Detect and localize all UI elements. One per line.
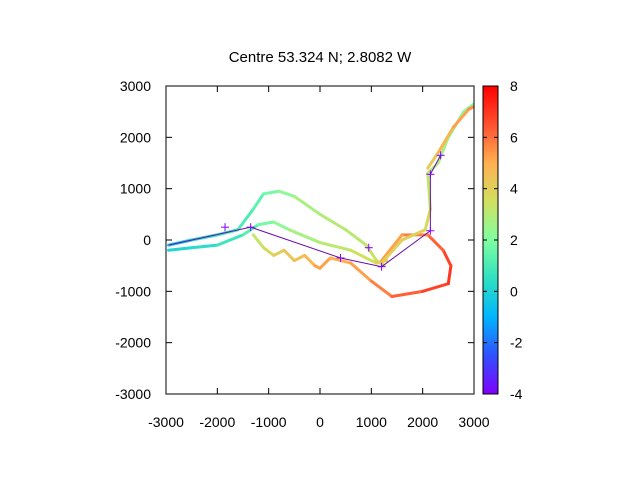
colorbar-axis: -4 -2 0 2 4 6 8 bbox=[483, 78, 523, 402]
series-segment bbox=[292, 253, 307, 263]
path-marker bbox=[426, 170, 435, 179]
path-marker bbox=[364, 243, 373, 252]
x-tick-label: -1000 bbox=[251, 414, 287, 430]
series-segment bbox=[256, 220, 276, 227]
y-tick-label: 3000 bbox=[120, 78, 151, 94]
series-segment bbox=[380, 233, 404, 263]
path-marker bbox=[221, 223, 230, 232]
y-tick-label: -1000 bbox=[115, 283, 151, 299]
series-segment bbox=[421, 282, 450, 293]
series-2 bbox=[251, 233, 453, 298]
series-segment bbox=[436, 125, 455, 155]
series-segment bbox=[318, 256, 332, 270]
series-1 bbox=[167, 220, 389, 265]
y-tick-label: 1000 bbox=[120, 181, 151, 197]
path-marker bbox=[246, 223, 255, 232]
colorbar-tick-label: -4 bbox=[510, 386, 523, 402]
colorbar-tick-label: 2 bbox=[510, 232, 518, 248]
series-segment bbox=[215, 233, 245, 247]
series-segment bbox=[349, 248, 378, 265]
series-segment bbox=[467, 105, 474, 111]
path-marker bbox=[336, 253, 345, 262]
series-segment bbox=[400, 228, 427, 242]
path-line bbox=[168, 155, 442, 268]
series-segment bbox=[282, 248, 296, 263]
x-tick-label: 2000 bbox=[407, 414, 438, 430]
path-marker bbox=[377, 262, 386, 271]
x-axis: -3000 -2000 -1000 0 1000 2000 3000 bbox=[148, 86, 490, 430]
path-marker bbox=[436, 151, 445, 160]
y-tick-label: -2000 bbox=[115, 335, 151, 351]
series-segment bbox=[318, 241, 353, 252]
x-tick-label: -3000 bbox=[148, 414, 184, 430]
colorbar-tick-label: 8 bbox=[510, 78, 518, 94]
series-segment bbox=[272, 220, 291, 232]
series-segment bbox=[369, 279, 394, 298]
y-tick-label: 2000 bbox=[120, 129, 151, 145]
y-tick-label: -3000 bbox=[115, 386, 151, 402]
x-tick-label: -2000 bbox=[199, 414, 235, 430]
series-segment bbox=[262, 189, 281, 196]
plot-frame bbox=[165, 85, 475, 395]
series-segment bbox=[446, 264, 453, 286]
series-segment bbox=[251, 192, 266, 211]
series-segment bbox=[167, 246, 194, 252]
series-segment bbox=[451, 107, 471, 129]
series-segment bbox=[277, 189, 296, 198]
x-tick-label: 3000 bbox=[458, 414, 489, 430]
series-segment bbox=[303, 253, 317, 268]
series-segment bbox=[287, 228, 322, 245]
series-segment bbox=[426, 151, 440, 170]
series-segment bbox=[318, 212, 348, 232]
series-segment bbox=[436, 135, 450, 165]
series-segment bbox=[426, 233, 445, 252]
path-layer bbox=[168, 151, 445, 271]
series-segment bbox=[236, 207, 255, 232]
path-marker bbox=[426, 226, 435, 235]
series-segment bbox=[441, 248, 453, 268]
colorbar-tick-label: 4 bbox=[510, 181, 518, 197]
series-layer bbox=[167, 102, 474, 298]
series-4 bbox=[426, 105, 474, 170]
x-tick-label: 0 bbox=[316, 414, 324, 430]
series-segment bbox=[292, 194, 322, 216]
series-segment bbox=[262, 246, 276, 257]
series-segment bbox=[380, 238, 404, 265]
y-tick-label: 0 bbox=[143, 232, 151, 248]
series-segment bbox=[390, 289, 425, 298]
colorbar-tick-label: -2 bbox=[510, 335, 523, 351]
chart-title: Centre 53.324 N; 2.8082 W bbox=[229, 49, 412, 66]
series-segment bbox=[344, 228, 368, 247]
series-segment bbox=[251, 233, 266, 250]
x-tick-label: 1000 bbox=[356, 414, 387, 430]
series-segment bbox=[272, 248, 286, 257]
series-segment bbox=[426, 161, 440, 175]
series-segment bbox=[190, 243, 219, 250]
series-3 bbox=[380, 102, 474, 265]
y-axis: -3000 -2000 -1000 0 1000 2000 3000 bbox=[115, 78, 474, 402]
series-segment bbox=[349, 261, 373, 283]
series-segment bbox=[423, 207, 432, 232]
colorbar-tick-label: 6 bbox=[510, 129, 518, 145]
colorbar-tick-label: 0 bbox=[510, 283, 518, 299]
